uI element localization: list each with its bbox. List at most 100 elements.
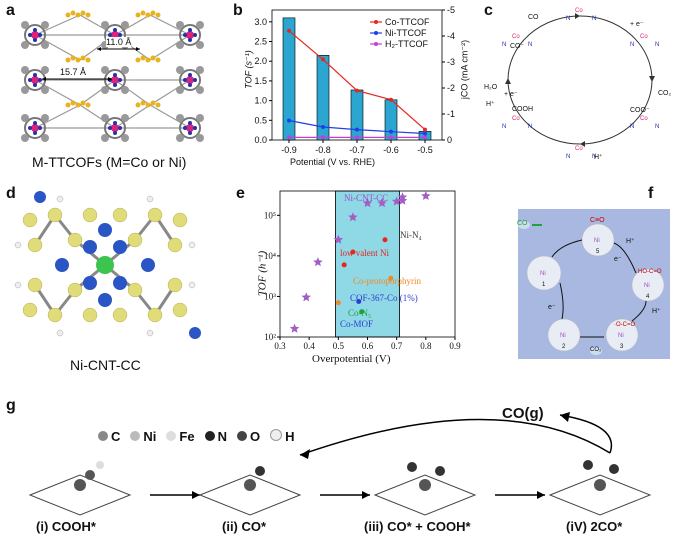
y-right-tick-label: -2	[447, 83, 455, 93]
star-point	[289, 323, 300, 333]
annot-co-mof: Co-MOF	[340, 319, 374, 329]
svg-text:N: N	[655, 124, 659, 130]
panel-f: f Ni Ni Ni Ni Ni CO C≡O H⁺ e⁻ HO-C=O e⁻ H⁺ ·…	[500, 185, 685, 385]
panel-c-label: c	[484, 2, 493, 19]
c-text-coo: COO⁻	[630, 107, 650, 114]
dimension-15-label: 15.7 Å	[60, 67, 87, 77]
legend-marker	[374, 31, 378, 35]
panel-e-ylabel: TOF (h⁻¹)	[256, 250, 269, 297]
svg-text:N: N	[502, 124, 506, 130]
series-point	[423, 131, 427, 136]
star-point	[421, 190, 431, 201]
svg-text:Co: Co	[512, 116, 520, 122]
svg-text:Ni: Ni	[560, 333, 566, 339]
x-tick-label: 0.8	[420, 341, 432, 351]
f-num-3: 3	[620, 344, 624, 350]
c-text-co2: CO₂	[658, 90, 672, 97]
f-text-o-c-o: ·O-C=O	[614, 322, 636, 328]
x-tick-label: 0.3	[274, 341, 286, 351]
svg-text:N: N	[566, 154, 570, 160]
c-text-cooh: COOH	[512, 106, 533, 113]
annot-low-valent-ni: low valent Ni	[340, 248, 389, 258]
data-point	[356, 299, 362, 305]
star-point	[301, 292, 312, 302]
f-num-2: 2	[562, 344, 566, 350]
svg-text:Co: Co	[575, 146, 583, 152]
x-tick-label: 0.4	[304, 341, 316, 351]
series-point	[321, 57, 325, 62]
tof-bar	[350, 89, 364, 141]
data-point	[359, 309, 365, 315]
panel-d: d Ni-CNT-CC	[0, 185, 210, 385]
f-text-ho-c-o: HO-C=O	[638, 269, 662, 275]
svg-text:Co: Co	[640, 116, 648, 122]
series-point	[355, 88, 359, 93]
x-tick-label: 0.5	[333, 341, 345, 351]
f-text-e-top: e⁻	[614, 256, 622, 263]
star-point	[397, 195, 408, 205]
panel-d-label: d	[6, 185, 16, 202]
f-text-h-top: H⁺	[626, 238, 635, 245]
star-point	[362, 198, 373, 208]
step-1-label: (i) COOH*	[36, 519, 96, 534]
panel-e-label: e	[236, 185, 245, 202]
x-tick-label: -0.5	[417, 145, 433, 155]
tof-overpotential-scatter: 0.3 0.4 0.5 0.6 0.7 0.8 0.9 10² 10³ 10⁴ 10⁵	[264, 190, 461, 351]
panel-d-caption: Ni-CNT-CC	[70, 357, 141, 373]
panel-a: a	[0, 0, 225, 180]
y-tick-label: 10⁵	[264, 210, 276, 220]
panel-b-label: b	[233, 2, 243, 19]
panel-g-label: g	[6, 397, 16, 414]
series-point	[389, 135, 393, 140]
y-tick-label: 0.0	[254, 135, 267, 145]
x-tick-label: -0.6	[383, 145, 399, 155]
c-text-co: CO	[528, 14, 539, 21]
x-tick-label: -0.7	[349, 145, 365, 155]
series-point	[389, 97, 393, 102]
reaction-pathway	[28, 412, 652, 516]
c-text-e2: + e⁻	[504, 91, 518, 98]
panel-e-xlabel: Overpotential (V)	[312, 353, 391, 365]
dimension-11-label: 11.0 Å	[106, 37, 132, 47]
panel-b-ylabel-right: jCO (mA cm⁻²)	[459, 39, 470, 100]
y-right-tick-label: -4	[447, 31, 455, 41]
y-tick-label: 2.5	[254, 37, 267, 47]
f-num-1: 1	[542, 282, 546, 288]
co-gas-label: CO(g)	[502, 405, 544, 422]
y-tick-label: 1.0	[254, 96, 267, 106]
legend-marker	[374, 42, 378, 46]
f-text-co: CO	[517, 220, 528, 227]
svg-text:N: N	[592, 16, 596, 22]
x-tick-label: 0.9	[449, 341, 461, 351]
tof-bar-chart: 0.0 0.5 1.0 1.5 2.0 2.5 3.0 0 -1 -2 -3 -4 -5 -0.9 -0.8…	[254, 5, 455, 155]
svg-text:Ni: Ni	[618, 333, 624, 339]
data-point	[335, 300, 341, 306]
c-text-co-minus: CO⁻	[510, 43, 525, 50]
svg-text:N: N	[592, 154, 596, 160]
c-text-e1: + e⁻	[630, 21, 644, 28]
x-tick-label: 0.7	[391, 341, 403, 351]
tof-bar	[384, 99, 398, 141]
step-2-label: (ii) CO*	[222, 519, 267, 534]
annot-ni-cnt-cc: Ni-CNT-CC	[344, 193, 389, 203]
legend-c: C	[98, 429, 120, 444]
y-tick-label: 1.5	[254, 76, 267, 86]
legend-fe: Fe	[166, 429, 195, 444]
annot-co-n5: Co-N₅	[348, 308, 372, 318]
annot-co-protoporphyrin: Co-protoporphyrin	[353, 276, 421, 286]
ni-cnt-cc-molecule	[14, 191, 201, 339]
panel-a-label: a	[6, 2, 15, 19]
y-tick-label: 10⁴	[264, 251, 276, 261]
star-point	[391, 196, 402, 206]
panel-b-xlabel: Potential (V vs. RHE)	[290, 157, 376, 167]
star-point	[313, 257, 323, 267]
c-text-h2: H⁺	[486, 101, 495, 108]
f-num-4: 4	[646, 294, 650, 300]
series-point	[355, 135, 359, 140]
y-tick-label: 10²	[264, 332, 276, 342]
y-tick-label: 10³	[264, 291, 276, 301]
svg-text:N: N	[528, 124, 532, 130]
svg-text:Ni: Ni	[594, 238, 600, 244]
y-tick-label: 2.0	[254, 56, 267, 66]
svg-text:Co: Co	[575, 8, 583, 14]
